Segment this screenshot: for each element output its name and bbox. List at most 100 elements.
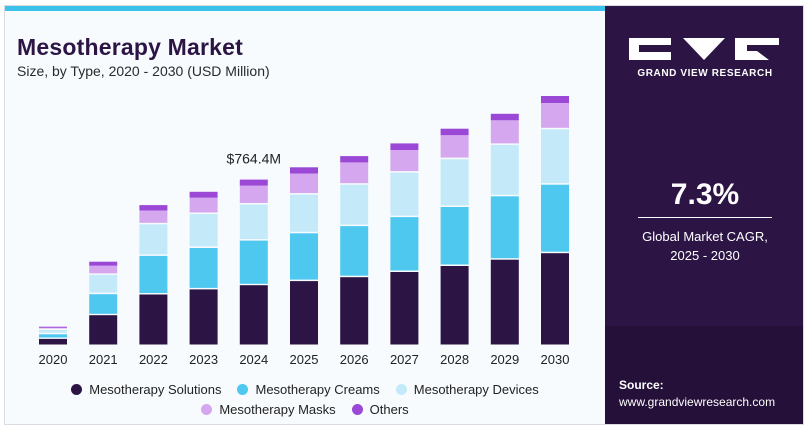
legend-label: Others (369, 401, 409, 417)
x-tick-label: 2024 (239, 352, 268, 367)
bar-segment-2026-mesotherapy-creams (340, 226, 369, 276)
bar-segment-2024-mesotherapy-creams (239, 240, 268, 284)
x-tick-label: 2029 (490, 352, 519, 367)
bar-segment-2024-mesotherapy-devices (239, 204, 268, 240)
x-tick-label: 2023 (189, 352, 218, 367)
bar-segment-2025-others (290, 167, 318, 174)
bar-segment-2026-mesotherapy-masks (340, 162, 369, 184)
bar-segment-2029-mesotherapy-creams (490, 196, 519, 259)
bar-segment-2022-mesotherapy-solutions (139, 294, 168, 345)
legend-item-mesotherapy-masks: Mesotherapy Masks (201, 401, 336, 417)
bar-segment-2028-mesotherapy-devices (440, 159, 469, 206)
bar-segment-2026-mesotherapy-devices (340, 184, 369, 225)
bar-segment-2024-mesotherapy-masks (239, 185, 268, 203)
bar-segment-2023-mesotherapy-devices (189, 214, 218, 247)
legend-label: Mesotherapy Solutions (89, 381, 222, 397)
legend-swatch (395, 383, 407, 395)
legend-label: Mesotherapy Creams (255, 381, 380, 397)
x-tick-label: 2030 (541, 352, 570, 367)
bar-segment-2021-mesotherapy-creams (89, 294, 118, 314)
chart-subtitle: Size, by Type, 2020 - 2030 (USD Million) (17, 63, 270, 79)
x-tick-label: 2021 (89, 352, 118, 367)
bar-segment-2020-mesotherapy-creams (39, 334, 67, 338)
bar-segment-2029-mesotherapy-devices (490, 144, 519, 195)
bar-segment-2029-mesotherapy-solutions (490, 259, 519, 345)
bar-segment-2022-mesotherapy-masks (139, 210, 168, 223)
bar-segment-2025-mesotherapy-devices (290, 194, 318, 232)
value-annotation: $764.4M (227, 151, 281, 167)
bar-segment-2026-mesotherapy-solutions (340, 277, 369, 345)
bar-segment-2023-mesotherapy-creams (189, 248, 218, 288)
bar-segment-2020-mesotherapy-devices (39, 330, 67, 333)
bar-segment-2028-mesotherapy-solutions (440, 266, 469, 345)
bar-segment-2021-others (89, 261, 118, 266)
legend-item-mesotherapy-solutions: Mesotherapy Solutions (71, 382, 221, 397)
cagr-label-line-1: Global Market CAGR, (642, 229, 768, 244)
bar-segment-2027-others (390, 143, 419, 150)
bar-segment-2022-mesotherapy-devices (139, 224, 168, 255)
bar-segment-2025-mesotherapy-masks (290, 173, 318, 194)
bar-segment-2021-mesotherapy-solutions (89, 315, 118, 345)
cagr-value: 7.3% (670, 178, 740, 211)
bar-segment-2030-mesotherapy-creams (541, 184, 569, 252)
legend-label: Mesotherapy Devices (413, 381, 539, 397)
legend-item-others: Others (351, 401, 409, 417)
x-tick-label: 2027 (390, 352, 419, 367)
accent-bar (5, 6, 605, 11)
cagr-label: Global Market CAGR, 2025 - 2030 (605, 227, 803, 265)
bar-segment-2030-mesotherapy-solutions (541, 253, 569, 345)
bar-segment-2029-mesotherapy-masks (490, 120, 519, 144)
legend-row: Mesotherapy Masks Others (5, 399, 605, 419)
source-link[interactable]: www.grandviewresearch.com (619, 395, 776, 409)
bar-segment-2022-mesotherapy-creams (139, 255, 168, 293)
bar-segment-2030-mesotherapy-masks (541, 103, 569, 128)
source-label: Source: (619, 378, 664, 392)
stacked-bar-chart: 2020 2021 2022 2023 2024 $764.4M 2025 2026 2027 2… (39, 96, 570, 367)
summary-panel: GRAND VIEW RESEARCH 7.3% Global Market C… (605, 6, 803, 424)
x-tick-label: 2028 (440, 352, 469, 367)
bar-segment-2027-mesotherapy-devices (390, 172, 419, 216)
bar-segment-2022-others (139, 205, 168, 211)
logo-wordmark: GRAND VIEW RESEARCH (637, 68, 773, 79)
x-tick-label: 2026 (340, 352, 369, 367)
x-tick-label: 2022 (139, 352, 168, 367)
bar-segment-2030-mesotherapy-devices (541, 129, 569, 184)
bar-segment-2027-mesotherapy-masks (390, 150, 419, 172)
bar-segment-2021-mesotherapy-devices (89, 274, 118, 293)
x-tick-label: 2020 (39, 352, 68, 367)
infographic-card: Mesotherapy Market Size, by Type, 2020 -… (4, 5, 804, 425)
bar-segment-2020-mesotherapy-solutions (39, 338, 67, 345)
legend-item-mesotherapy-creams: Mesotherapy Creams (237, 381, 380, 397)
chart-legend: Mesotherapy Solutions Mesotherapy Creams M… (5, 379, 605, 419)
bar-segment-2023-mesotherapy-masks (189, 197, 218, 213)
bar-segment-2024-mesotherapy-solutions (239, 285, 268, 345)
bar-segment-2030-others (541, 96, 569, 103)
bar-segment-2027-mesotherapy-creams (390, 217, 419, 271)
x-tick-label: 2025 (290, 352, 319, 367)
bar-segment-2024-others (239, 179, 268, 186)
divider (638, 217, 772, 218)
bar-segment-2029-others (490, 113, 519, 121)
bar-segment-2028-mesotherapy-creams (440, 207, 469, 265)
legend-label: Mesotherapy Masks (219, 401, 336, 417)
bar-segment-2020-mesotherapy-masks (39, 327, 67, 329)
legend-row: Mesotherapy Solutions Mesotherapy Creams M… (5, 379, 605, 399)
legend-swatch (351, 403, 363, 415)
bar-segment-2028-others (440, 128, 469, 136)
bar-segment-2027-mesotherapy-solutions (390, 272, 419, 345)
chart-title: Mesotherapy Market (17, 34, 244, 60)
cagr-label-line-2: 2025 - 2030 (670, 248, 740, 263)
bar-segment-2028-mesotherapy-masks (440, 135, 469, 158)
bar-segment-2025-mesotherapy-solutions (290, 281, 318, 345)
bar-segment-2020-others (39, 326, 67, 328)
bar-segment-2025-mesotherapy-creams (290, 233, 318, 280)
legend-swatch (237, 383, 249, 395)
bar-segment-2026-others (340, 156, 369, 163)
legend-swatch (71, 383, 83, 395)
legend-item-mesotherapy-devices: Mesotherapy Devices (395, 381, 539, 397)
legend-swatch (201, 403, 213, 415)
grand-view-research-logo (629, 38, 779, 60)
source-band (605, 326, 803, 424)
bar-segment-2023-others (189, 191, 218, 198)
bar-segment-2023-mesotherapy-solutions (189, 289, 218, 345)
